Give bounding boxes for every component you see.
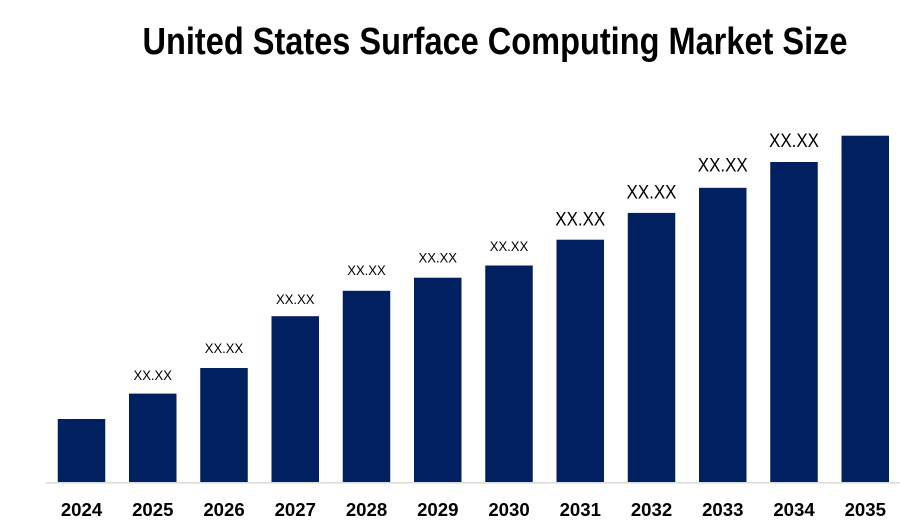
svg-text:XX.XX: XX.XX (205, 341, 244, 356)
svg-text:2028: 2028 (346, 499, 387, 520)
svg-text:XX.XX: XX.XX (419, 251, 458, 266)
svg-text:2026: 2026 (203, 499, 244, 520)
svg-text:2035: 2035 (845, 499, 886, 520)
svg-text:2027: 2027 (275, 499, 316, 520)
svg-text:XX.XX: XX.XX (627, 183, 677, 204)
svg-text:2025: 2025 (132, 499, 173, 520)
svg-text:XX.XX: XX.XX (490, 239, 529, 254)
svg-text:2024: 2024 (61, 499, 103, 520)
svg-text:XX.XX: XX.XX (555, 210, 605, 231)
svg-text:2033: 2033 (702, 499, 743, 520)
svg-text:XX.XX: XX.XX (347, 263, 386, 278)
svg-text:XX.XX: XX.XX (276, 292, 315, 307)
svg-text:United States Surface Computin: United States Surface Computing Market S… (143, 21, 848, 63)
svg-text:XX.XX: XX.XX (698, 156, 748, 177)
svg-text:XX.XX: XX.XX (134, 368, 173, 383)
svg-text:2029: 2029 (417, 499, 458, 520)
svg-text:2032: 2032 (631, 499, 672, 520)
svg-text:XX.XX: XX.XX (769, 131, 819, 152)
svg-text:2034: 2034 (773, 499, 815, 520)
svg-text:2030: 2030 (488, 499, 529, 520)
svg-text:2031: 2031 (560, 499, 601, 520)
